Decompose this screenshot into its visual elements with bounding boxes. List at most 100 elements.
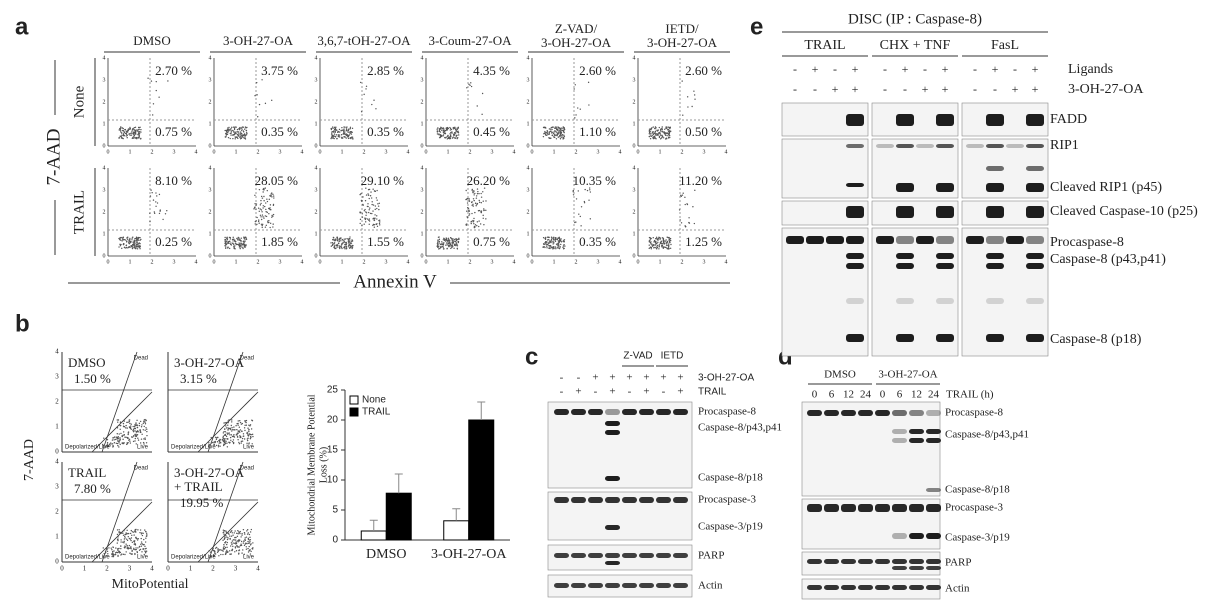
dot (471, 189, 473, 191)
dot (450, 128, 453, 131)
dot (272, 193, 274, 196)
dot (349, 137, 351, 139)
dot (650, 133, 652, 135)
dot (350, 242, 353, 244)
axis-tick-label: 1 (189, 565, 193, 573)
dot (365, 214, 367, 217)
dot (340, 134, 343, 136)
dot (140, 543, 142, 546)
dot (452, 238, 454, 240)
dot (238, 242, 240, 244)
dot (125, 546, 127, 548)
dot (681, 80, 683, 82)
dot (217, 548, 219, 550)
dot (546, 241, 548, 243)
dot (214, 551, 216, 553)
dot (686, 203, 688, 205)
dot (548, 244, 550, 247)
dot (659, 242, 661, 244)
dot (552, 248, 554, 250)
dot (229, 550, 231, 552)
band-label: Caspase-8/p18 (945, 484, 1010, 496)
axis-tick-label: 0 (55, 558, 59, 566)
dot (150, 80, 153, 82)
dot (557, 127, 560, 129)
gate-label: Dead (240, 356, 254, 362)
dot (331, 126, 334, 128)
dot (648, 135, 651, 138)
dot (476, 202, 479, 205)
dot (558, 135, 560, 138)
band (588, 497, 603, 503)
dot (123, 246, 126, 249)
dot (126, 134, 128, 137)
dot (452, 128, 455, 130)
dot (134, 437, 137, 440)
dot (234, 551, 236, 553)
dot (222, 529, 225, 531)
dot (123, 425, 125, 428)
dot (250, 550, 252, 553)
sign: + (902, 62, 909, 76)
dot (241, 532, 243, 535)
axis-tick-label: 0 (55, 448, 59, 456)
dot (126, 443, 129, 445)
dot (236, 136, 238, 139)
band (986, 334, 1004, 342)
dot (125, 130, 127, 133)
axis-tick-label: 4 (209, 165, 212, 171)
dot (651, 244, 653, 246)
dot (139, 429, 141, 432)
sign: - (923, 62, 927, 76)
dot (344, 245, 346, 248)
dot (151, 192, 153, 194)
dot (451, 239, 453, 241)
dot (229, 427, 232, 430)
dot (140, 533, 143, 535)
sign: + (575, 386, 581, 398)
dot (268, 220, 270, 222)
dot (450, 237, 452, 239)
dot (143, 543, 145, 546)
quadrant-value: 0.35 % (367, 124, 404, 139)
dot (482, 191, 484, 193)
band (936, 183, 954, 192)
dot (225, 243, 228, 246)
dot (136, 240, 138, 242)
dot (249, 425, 251, 427)
dot (680, 222, 683, 224)
dot (126, 137, 128, 139)
axis-tick-label: 3 (315, 77, 318, 83)
dot (136, 241, 138, 244)
dot (242, 126, 245, 128)
dot (343, 129, 345, 132)
dot (652, 126, 654, 128)
dot (271, 196, 273, 198)
dot (350, 245, 352, 248)
dot (549, 128, 552, 130)
dot (338, 240, 340, 243)
dot (147, 77, 149, 79)
dot (474, 211, 476, 214)
dot (366, 218, 369, 220)
dot (234, 542, 236, 545)
dot (266, 198, 268, 200)
dot (225, 421, 228, 424)
dot (483, 187, 486, 189)
dot (130, 436, 133, 438)
dot (224, 239, 227, 241)
band-label: Caspase-3/p19 (945, 532, 1010, 544)
dot (351, 246, 354, 248)
dot (124, 129, 127, 131)
dot (231, 419, 233, 421)
dot (224, 422, 226, 424)
axis-tick-label: 3 (633, 187, 636, 193)
dot (261, 224, 263, 227)
dot (145, 537, 147, 539)
dot (351, 131, 353, 133)
dot (146, 428, 148, 431)
axis-tick-label: 4 (55, 458, 59, 466)
dot (110, 442, 112, 444)
axis-tick-label: 3 (55, 483, 59, 491)
quadrant-value: 4.35 % (473, 63, 510, 78)
